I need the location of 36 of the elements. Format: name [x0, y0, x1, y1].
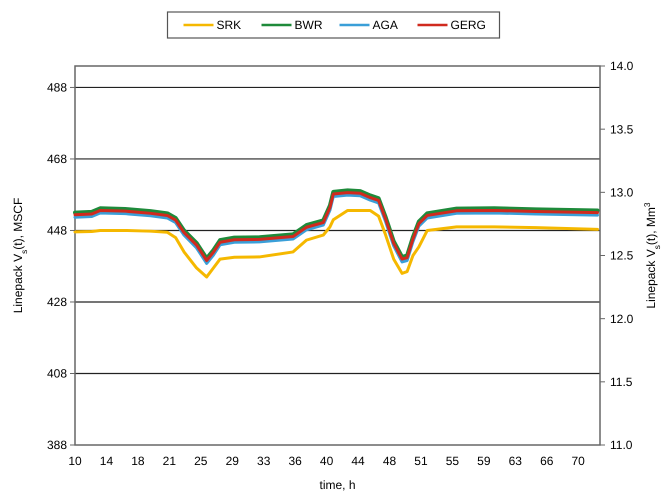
x-tick-label: 33 [257, 454, 271, 468]
y-tick-label: 408 [46, 366, 68, 381]
x-tick-label: 29 [226, 454, 240, 468]
y2-tick-label: 13.0 [610, 186, 634, 200]
x-tick-label: 55 [446, 454, 460, 468]
y-tick-label: 488 [46, 80, 68, 95]
x-tick-label: 63 [508, 454, 522, 468]
legend-label: BWR [294, 18, 323, 32]
x-tick-label: 18 [131, 454, 145, 468]
x-tick-label: 10 [68, 454, 82, 468]
x-tick-label: 66 [540, 454, 554, 468]
y2-tick-label: 13.5 [610, 122, 634, 136]
x-tick-label: 36 [288, 454, 302, 468]
x-tick-label: 25 [194, 454, 208, 468]
legend-label: SRK [216, 18, 242, 32]
x-tick-label: 21 [162, 454, 176, 468]
y2-tick-label: 12.5 [610, 248, 634, 263]
y2-tick-label: 11.0 [610, 438, 633, 452]
y-tick-label: 468 [46, 152, 68, 166]
x-tick-label: 44 [351, 454, 366, 468]
x-tick-label: 59 [477, 454, 491, 468]
y2-tick-label: 12.0 [610, 312, 634, 326]
y2-tick-label: 14.0 [610, 59, 634, 74]
x-tick-label: 51 [414, 454, 428, 468]
x-tick-label: 70 [572, 454, 586, 468]
y-tick-label: 448 [46, 224, 68, 238]
x-tick-label: 14 [100, 454, 114, 468]
y-tick-label: 428 [46, 295, 68, 310]
x-axis-title: time, h [319, 478, 356, 492]
x-tick-label: 40 [320, 454, 334, 468]
legend-label: GERG [450, 18, 486, 32]
y-tick-label: 388 [46, 438, 68, 452]
line-series [74, 208, 599, 278]
legend-label: AGA [372, 18, 398, 32]
y2-tick-label: 11.5 [610, 375, 633, 390]
x-tick-label: 48 [382, 454, 396, 468]
